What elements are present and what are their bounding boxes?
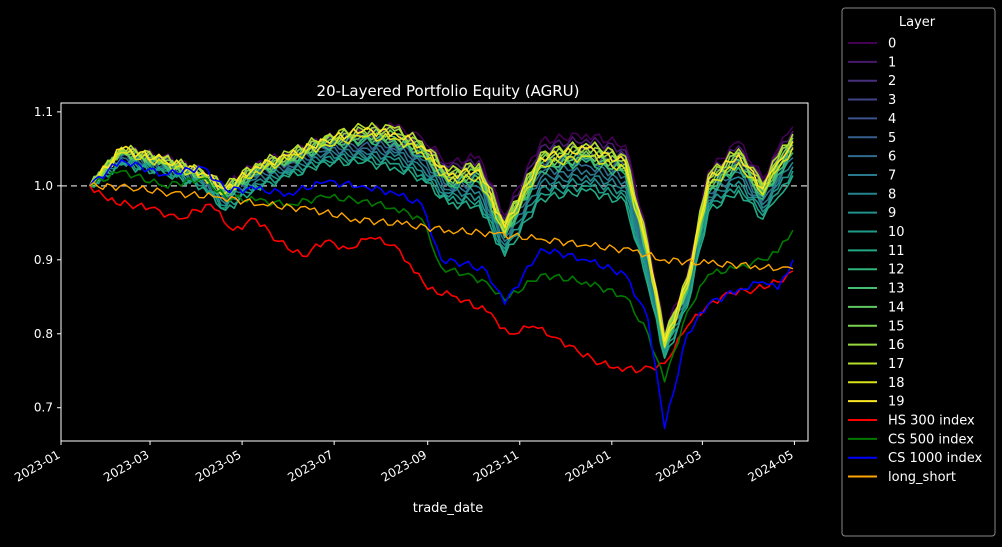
legend-entry[interactable]: 12 bbox=[848, 263, 905, 278]
legend-label: 19 bbox=[888, 395, 905, 410]
legend-label: 11 bbox=[888, 244, 905, 259]
legend-label: 8 bbox=[888, 187, 896, 202]
y-tick-label: 0.8 bbox=[34, 327, 53, 341]
legend-label: 18 bbox=[888, 376, 905, 391]
y-tick-label: 1.0 bbox=[34, 179, 53, 193]
x-axis-label: trade_date bbox=[413, 501, 483, 516]
legend-entry[interactable]: 16 bbox=[848, 338, 905, 353]
legend-entry[interactable]: 4 bbox=[848, 112, 896, 127]
legend-label: 12 bbox=[888, 263, 905, 278]
legend-entry[interactable]: 7 bbox=[848, 168, 896, 183]
legend-label: 9 bbox=[888, 206, 896, 221]
legend-entry[interactable]: 10 bbox=[848, 225, 905, 240]
legend-label: 2 bbox=[888, 74, 896, 89]
plot-area bbox=[61, 122, 808, 430]
series-line-cs-500-index bbox=[89, 169, 794, 383]
legend-label: 5 bbox=[888, 131, 896, 146]
y-tick-label: 0.7 bbox=[34, 401, 53, 415]
legend-label: 10 bbox=[888, 225, 905, 240]
legend-box bbox=[841, 7, 996, 537]
legend-entry[interactable]: 3 bbox=[848, 93, 896, 108]
legend-entry[interactable]: HS 300 index bbox=[848, 414, 975, 429]
y-tick-label: 1.1 bbox=[34, 105, 53, 119]
legend-entry[interactable]: 9 bbox=[848, 206, 896, 221]
chart-title: 20-Layered Portfolio Equity (AGRU) bbox=[317, 82, 580, 100]
legend-label: HS 300 index bbox=[888, 414, 975, 429]
legend-title: Layer bbox=[899, 15, 936, 30]
legend-entry[interactable]: long_short bbox=[848, 470, 956, 485]
legend-entry[interactable]: 14 bbox=[848, 300, 905, 315]
legend-label: 0 bbox=[888, 37, 896, 52]
plot-frame bbox=[60, 102, 809, 442]
series-line-hs-300-index bbox=[89, 185, 794, 374]
legend-entry[interactable]: 5 bbox=[848, 131, 896, 146]
series-line-long_short bbox=[89, 181, 794, 272]
legend-entry[interactable]: CS 1000 index bbox=[848, 451, 983, 466]
legend-label: 17 bbox=[888, 357, 905, 372]
legend-label: 7 bbox=[888, 168, 896, 183]
y-axis: 0.7 0.8 0.9 1.0 1.1 bbox=[34, 105, 61, 415]
legend-entry[interactable]: 15 bbox=[848, 319, 905, 334]
series-line-cs-1000-index bbox=[89, 159, 794, 430]
y-tick-label: 0.9 bbox=[34, 253, 53, 267]
legend-label: 3 bbox=[888, 93, 896, 108]
legend-entry[interactable]: 13 bbox=[848, 282, 905, 297]
legend-label: 4 bbox=[888, 112, 896, 127]
legend-entry[interactable]: 19 bbox=[848, 395, 905, 410]
legend-label: CS 1000 index bbox=[888, 451, 983, 466]
legend-entry[interactable]: 17 bbox=[848, 357, 905, 372]
legend-entry[interactable]: 2 bbox=[848, 74, 896, 89]
legend-entry[interactable]: 0 bbox=[848, 37, 896, 52]
legend-entry[interactable]: 8 bbox=[848, 187, 896, 202]
legend-entry[interactable]: 18 bbox=[848, 376, 905, 391]
legend-label: 14 bbox=[888, 300, 905, 315]
legend-label: CS 500 index bbox=[888, 432, 974, 447]
series-line-11 bbox=[89, 157, 794, 360]
legend-entry[interactable]: 1 bbox=[848, 55, 896, 70]
legend-entry[interactable]: 6 bbox=[848, 150, 896, 165]
series-line-19 bbox=[89, 126, 794, 343]
legend-label: 6 bbox=[888, 150, 896, 165]
legend-label: 13 bbox=[888, 282, 905, 297]
legend-label: 16 bbox=[888, 338, 905, 353]
legend-entry[interactable]: CS 500 index bbox=[848, 432, 974, 447]
series-line-18 bbox=[89, 132, 794, 348]
legend-label: long_short bbox=[888, 470, 956, 485]
legend-label: 1 bbox=[888, 55, 896, 70]
legend-entry[interactable]: 11 bbox=[848, 244, 905, 259]
legend-label: 15 bbox=[888, 319, 905, 334]
